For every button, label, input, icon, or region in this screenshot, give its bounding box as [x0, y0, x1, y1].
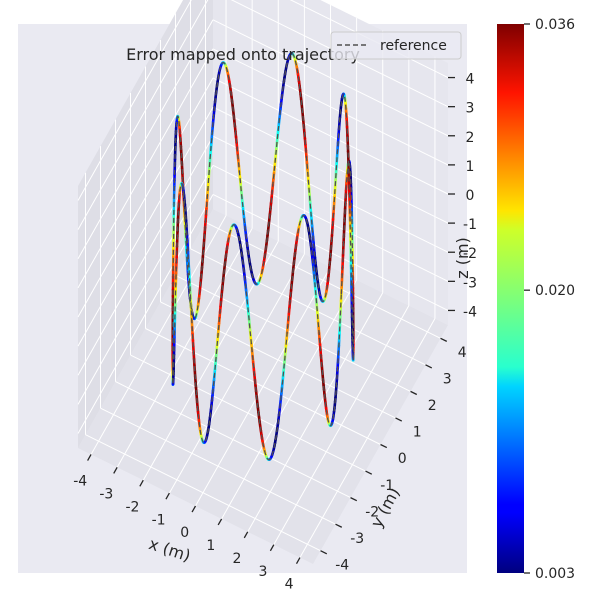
z-tick-label: 4	[466, 72, 475, 88]
colorbar	[497, 24, 524, 573]
colorbar-tick-label: 0.020	[535, 283, 575, 299]
z-tick-label: 2	[466, 130, 475, 146]
colorbar-tick-label: 0.036	[535, 17, 575, 33]
colorbar-tick-label: 0.003	[535, 566, 575, 582]
x-tick-label: -4	[73, 474, 87, 490]
z-tick-label: -1	[463, 217, 477, 233]
legend-reference-label: reference	[380, 38, 447, 54]
x-tick-label: 4	[285, 577, 294, 593]
y-tick-label: 3	[443, 372, 452, 388]
z-tick-label: 0	[466, 188, 475, 204]
x-tick-label: 1	[206, 538, 215, 554]
y-tick-label: 1	[413, 425, 422, 441]
z-tick-label: 1	[466, 159, 475, 175]
y-tick-label: 4	[458, 345, 467, 361]
y-tick-label: 0	[398, 451, 407, 467]
x-tick-label: -2	[125, 499, 139, 515]
y-tick-label: -4	[335, 557, 349, 573]
y-tick-label: 2	[428, 398, 437, 414]
x-tick-label: -3	[99, 486, 113, 502]
z-axis-label: z (m)	[453, 237, 472, 279]
x-tick-label: -1	[152, 512, 166, 528]
x-tick-label: 3	[259, 564, 268, 580]
legend: reference	[331, 32, 461, 59]
colorbar-ticks: 0.003 0.020 0.036	[524, 17, 575, 582]
x-tick-label: 2	[232, 551, 241, 567]
x-tick-label: 0	[180, 525, 189, 541]
z-tick-label: -4	[463, 304, 477, 320]
chart-title: Error mapped onto trajectory	[126, 45, 360, 64]
z-tick-label: 3	[466, 101, 475, 117]
y-tick-label: -3	[350, 531, 364, 547]
